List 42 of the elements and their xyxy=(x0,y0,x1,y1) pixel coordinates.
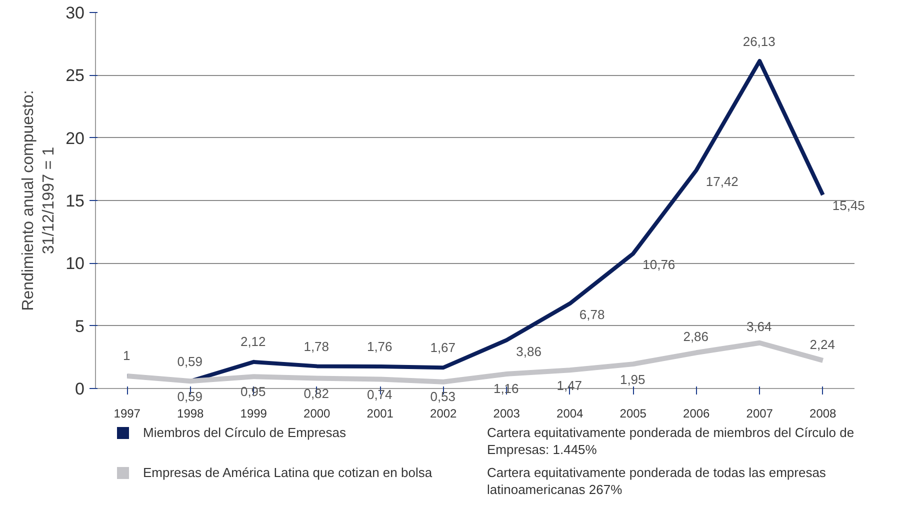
data-label: 0,53 xyxy=(430,389,456,404)
data-label: 1,78 xyxy=(304,338,330,354)
data-label: 1,67 xyxy=(430,340,456,356)
data-label: 0,82 xyxy=(304,386,330,401)
x-tick-label: 2002 xyxy=(430,406,458,420)
x-tick-label: 2007 xyxy=(746,406,774,420)
data-label: 6,78 xyxy=(579,307,605,322)
data-label: 0,59 xyxy=(177,388,203,404)
x-tick-label: 2000 xyxy=(304,406,331,420)
data-label: 0,74 xyxy=(366,386,392,402)
y-tick-label: 20 xyxy=(66,128,85,148)
data-label: 17,42 xyxy=(706,174,738,189)
data-label: 26,13 xyxy=(742,34,776,48)
y-tick-label: 5 xyxy=(75,316,85,336)
legend-label: Empresas de América Latina que cotizan en bolsa xyxy=(143,464,432,482)
x-tick-label: 2001 xyxy=(366,406,394,420)
text: Cartera equitativamente ponderada de todas las empresas latinoamericanas 267% xyxy=(487,464,827,499)
data-label: 3,86 xyxy=(516,344,542,359)
x-tick-label: 2006 xyxy=(683,406,710,420)
x-tick-label: 2008 xyxy=(810,406,837,420)
y-tick-label: 25 xyxy=(66,66,85,86)
x-tick-label: 2005 xyxy=(620,406,647,420)
text: Cartera equitativamente ponderada de miembros del Círculo de Empresas: 1.445% xyxy=(487,425,856,459)
legend-label: Miembros del Círculo de Empresas xyxy=(143,425,346,442)
data-label: 2,12 xyxy=(240,334,266,350)
data-label: 2,24 xyxy=(810,336,836,352)
y-tick-label: 30 xyxy=(66,4,85,22)
x-tick-label: 1999 xyxy=(240,406,268,420)
data-label: 1,76 xyxy=(366,338,392,354)
y-axis-title: Rendimiento anual compuesto: 31/12/1997 = 1 xyxy=(20,90,58,311)
data-label: 1,95 xyxy=(620,372,646,387)
y-tick-label: 0 xyxy=(75,380,85,398)
y-tick-label: 10 xyxy=(66,254,85,274)
x-tick-label: 2004 xyxy=(556,406,584,420)
x-tick-label: 1997 xyxy=(114,406,141,420)
data-label: 2,86 xyxy=(683,329,709,344)
y-tick-label: 15 xyxy=(66,192,85,210)
data-label: 0,59 xyxy=(177,354,203,369)
x-tick-label: 1998 xyxy=(177,406,204,420)
data-label: 1 xyxy=(123,348,130,364)
data-label: 15,45 xyxy=(832,198,865,214)
x-tick-label: 2003 xyxy=(493,406,520,420)
